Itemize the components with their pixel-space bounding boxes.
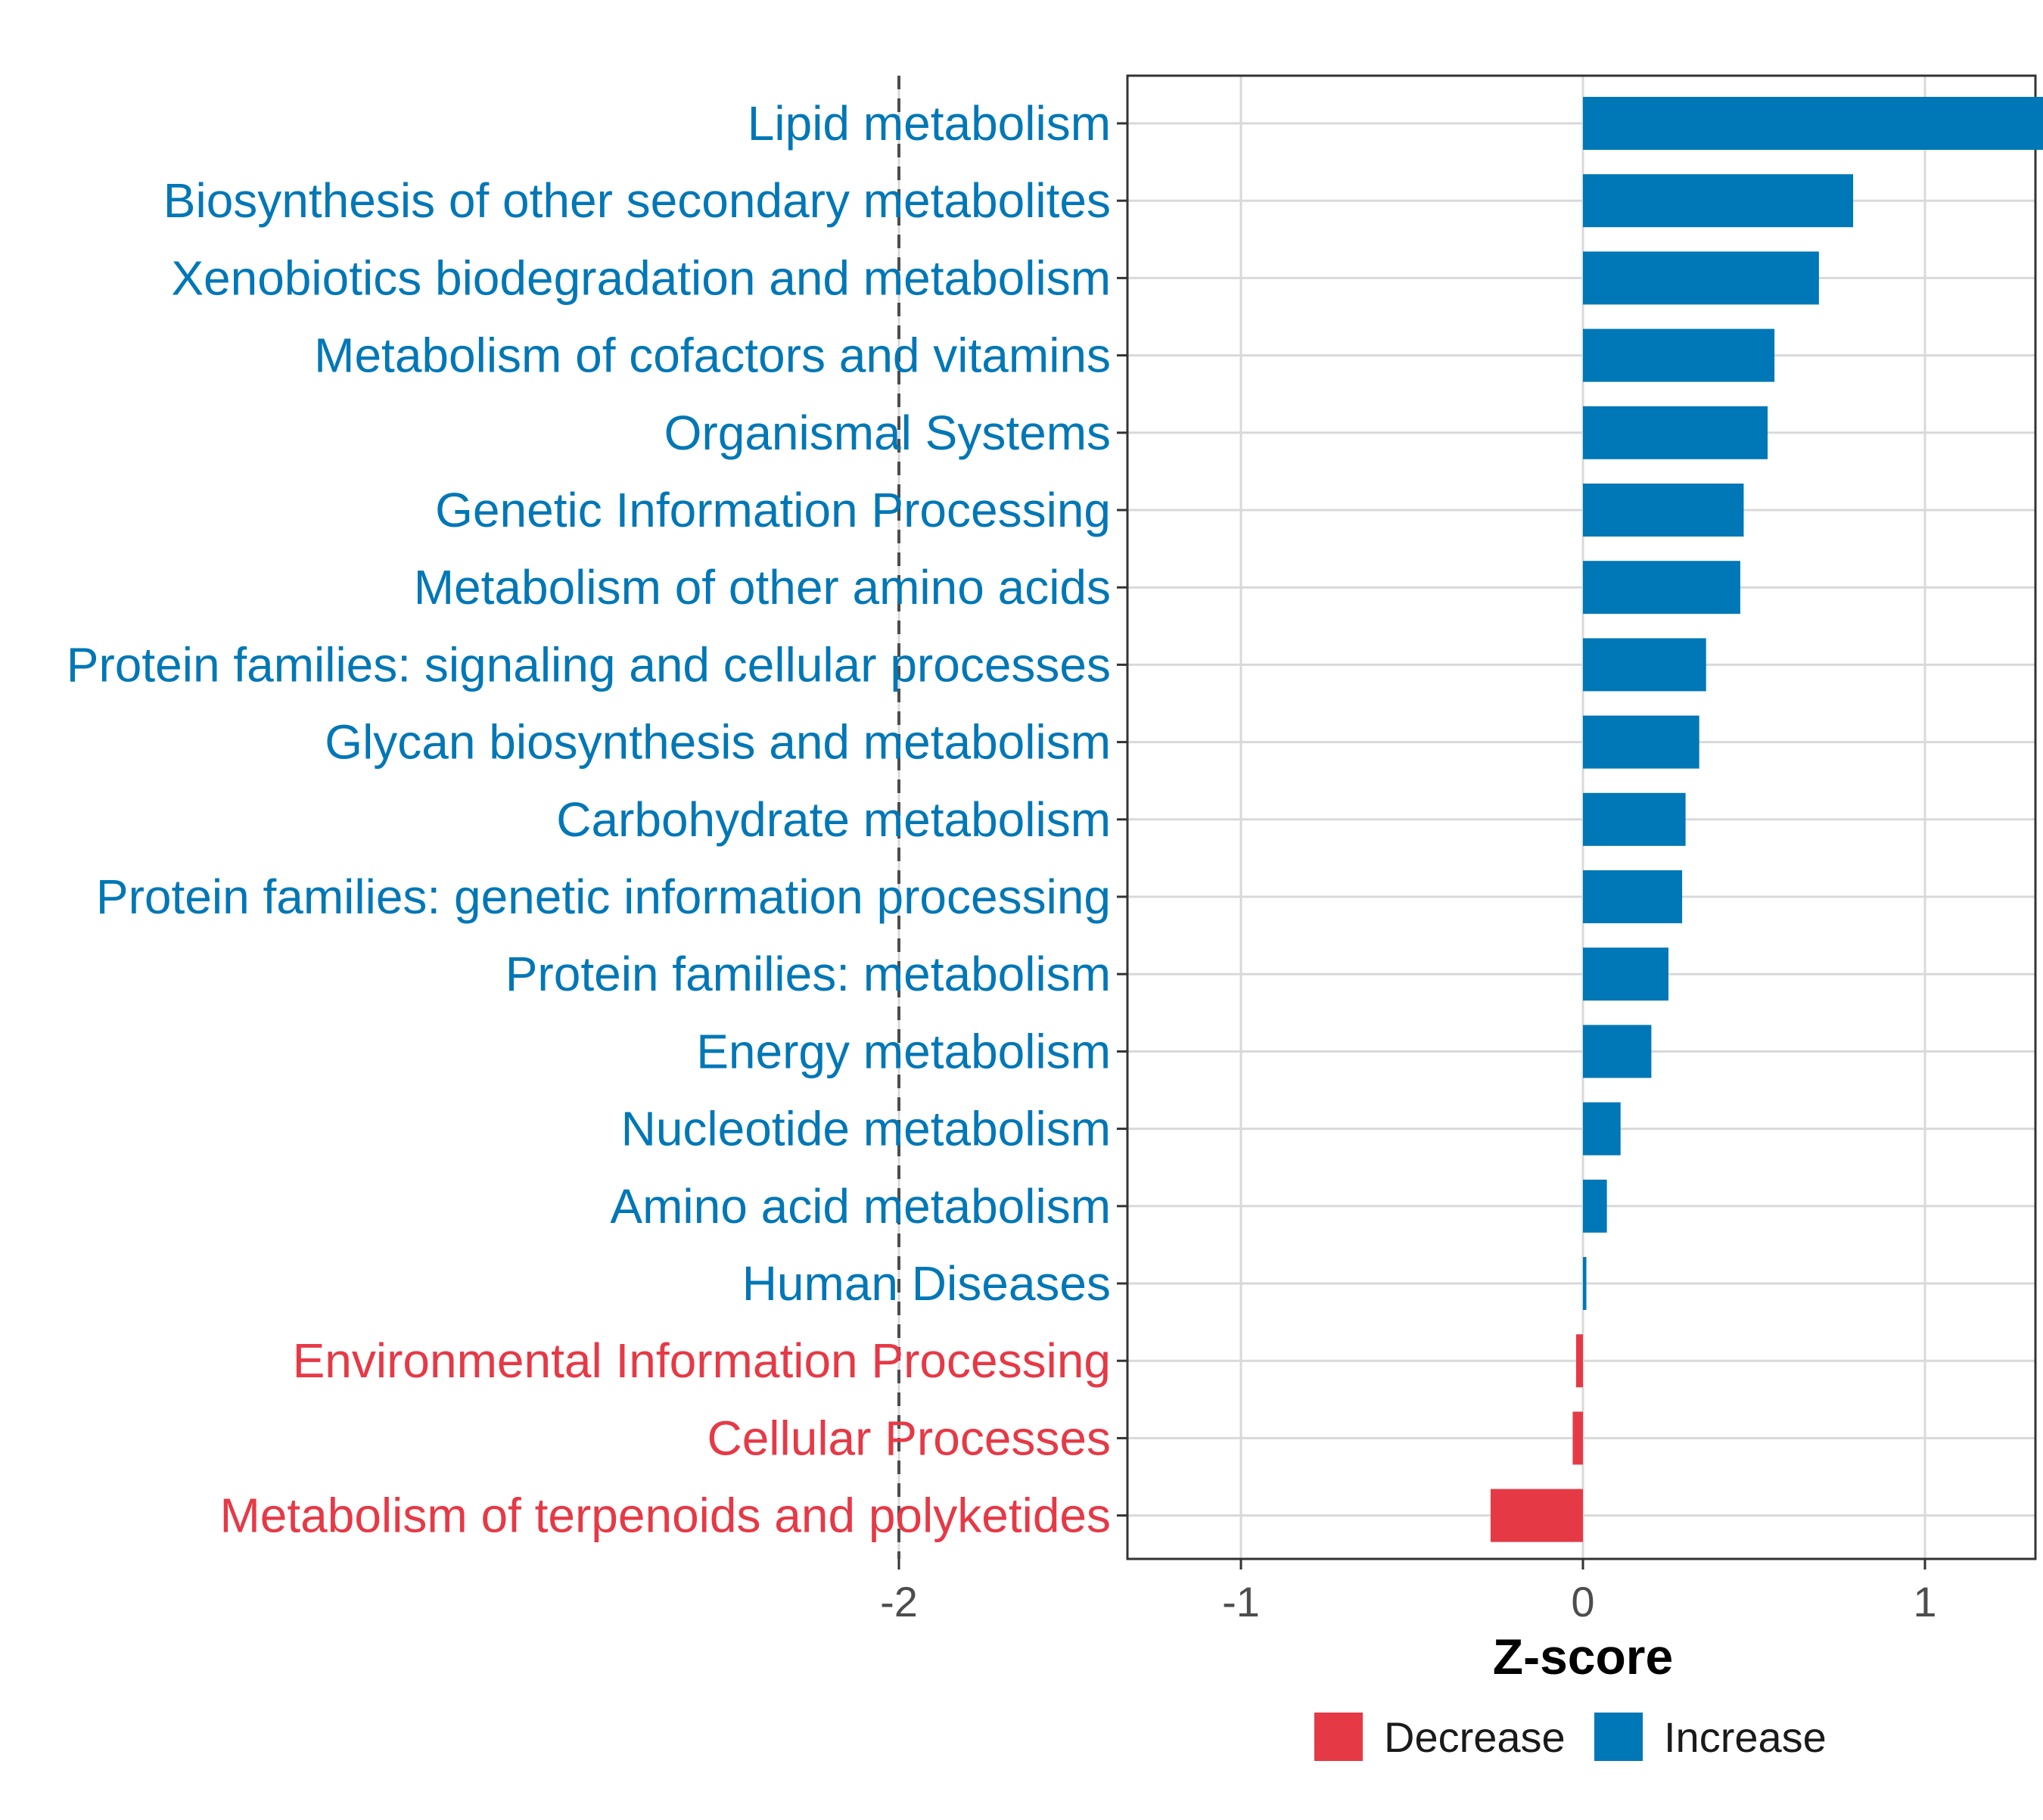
legend-key-increase xyxy=(1594,1713,1643,1761)
bar-protein-families-genetic-information-processing xyxy=(1583,870,1683,923)
plot-panel-background xyxy=(1127,76,2035,1559)
bar-metabolism-of-other-amino-acids xyxy=(1583,561,1740,614)
legend-label-decrease: Decrease xyxy=(1384,1713,1566,1761)
category-label-biosynthesis-of-other-secondary-metabolites: Biosynthesis of other secondary metaboli… xyxy=(163,173,1111,228)
x-axis-title: Z-score xyxy=(1493,1629,1673,1685)
category-label-energy-metabolism: Energy metabolism xyxy=(696,1024,1111,1078)
x-axis: -2-1012 xyxy=(880,122,1937,1626)
category-label-metabolism-of-cofactors-and-vitamins: Metabolism of cofactors and vitamins xyxy=(314,328,1111,383)
category-label-protein-families-metabolism: Protein families: metabolism xyxy=(505,947,1111,1001)
category-label-amino-acid-metabolism: Amino acid metabolism xyxy=(610,1179,1111,1234)
category-label-protein-families-signaling-and-cellular-processes: Protein families: signaling and cellular… xyxy=(67,637,1111,692)
bar-genetic-information-processing xyxy=(1583,484,1744,537)
legend: Decrease Increase xyxy=(1314,1713,1827,1761)
category-labels: Lipid metabolism Biosynthesis of other se… xyxy=(67,96,1111,1543)
bar-protein-families-metabolism xyxy=(1583,947,1668,1001)
reference-lines xyxy=(897,74,2037,1560)
plot-panel-border xyxy=(1126,74,2037,1560)
bar-carbohydrate-metabolism xyxy=(1583,792,1686,846)
category-label-xenobiotics-biodegradation-and-metabolism: Xenobiotics biodegradation and metabolis… xyxy=(171,250,1111,305)
category-label-glycan-biosynthesis-and-metabolism: Glycan biosynthesis and metabolism xyxy=(325,715,1111,770)
bar-biosynthesis-of-other-secondary-metabolites xyxy=(1583,174,1854,228)
legend-label-increase: Increase xyxy=(1664,1713,1827,1761)
x-tick-label-0: 0 xyxy=(1571,1578,1594,1626)
bar-xenobiotics-biodegradation-and-metabolism xyxy=(1583,251,1819,305)
x-tick-label--2: -2 xyxy=(880,1578,918,1626)
category-label-environmental-information-processing: Environmental Information Processing xyxy=(293,1333,1111,1388)
bar-lipid-metabolism xyxy=(1583,97,2043,150)
category-label-organismal-systems: Organismal Systems xyxy=(664,406,1111,460)
bar-metabolism-of-terpenoids-and-polyketides xyxy=(1490,1489,1583,1542)
category-label-lipid-metabolism: Lipid metabolism xyxy=(748,96,1111,151)
bar-amino-acid-metabolism xyxy=(1583,1179,1607,1233)
bar-energy-metabolism xyxy=(1583,1025,1652,1078)
bar-metabolism-of-cofactors-and-vitamins xyxy=(1583,328,1775,382)
bar-nucleotide-metabolism xyxy=(1583,1102,1621,1156)
category-label-carbohydrate-metabolism: Carbohydrate metabolism xyxy=(556,792,1111,847)
category-label-nucleotide-metabolism: Nucleotide metabolism xyxy=(621,1102,1111,1156)
bars xyxy=(1490,97,2043,1542)
category-label-human-diseases: Human Diseases xyxy=(742,1256,1111,1311)
x-tick-label--1: -1 xyxy=(1222,1578,1260,1626)
bar-cellular-processes xyxy=(1572,1411,1583,1465)
bar-environmental-information-processing xyxy=(1575,1334,1583,1388)
plot-panel xyxy=(1127,76,2035,1559)
bar-glycan-biosynthesis-and-metabolism xyxy=(1583,715,1699,769)
category-label-cellular-processes: Cellular Processes xyxy=(707,1411,1111,1465)
bar-human-diseases xyxy=(1583,1257,1587,1310)
bar-organismal-systems xyxy=(1583,406,1768,459)
category-label-genetic-information-processing: Genetic Information Processing xyxy=(435,483,1111,537)
category-label-protein-families-genetic-information-processing: Protein families: genetic information pr… xyxy=(96,870,1111,924)
category-label-metabolism-of-other-amino-acids: Metabolism of other amino acids xyxy=(414,560,1111,614)
x-tick-label-1: 1 xyxy=(1913,1578,1936,1626)
legend-key-decrease xyxy=(1314,1713,1363,1761)
bar-protein-families-signaling-and-cellular-processes xyxy=(1583,638,1706,692)
category-label-metabolism-of-terpenoids-and-polyketides: Metabolism of terpenoids and polyketides xyxy=(219,1489,1111,1543)
